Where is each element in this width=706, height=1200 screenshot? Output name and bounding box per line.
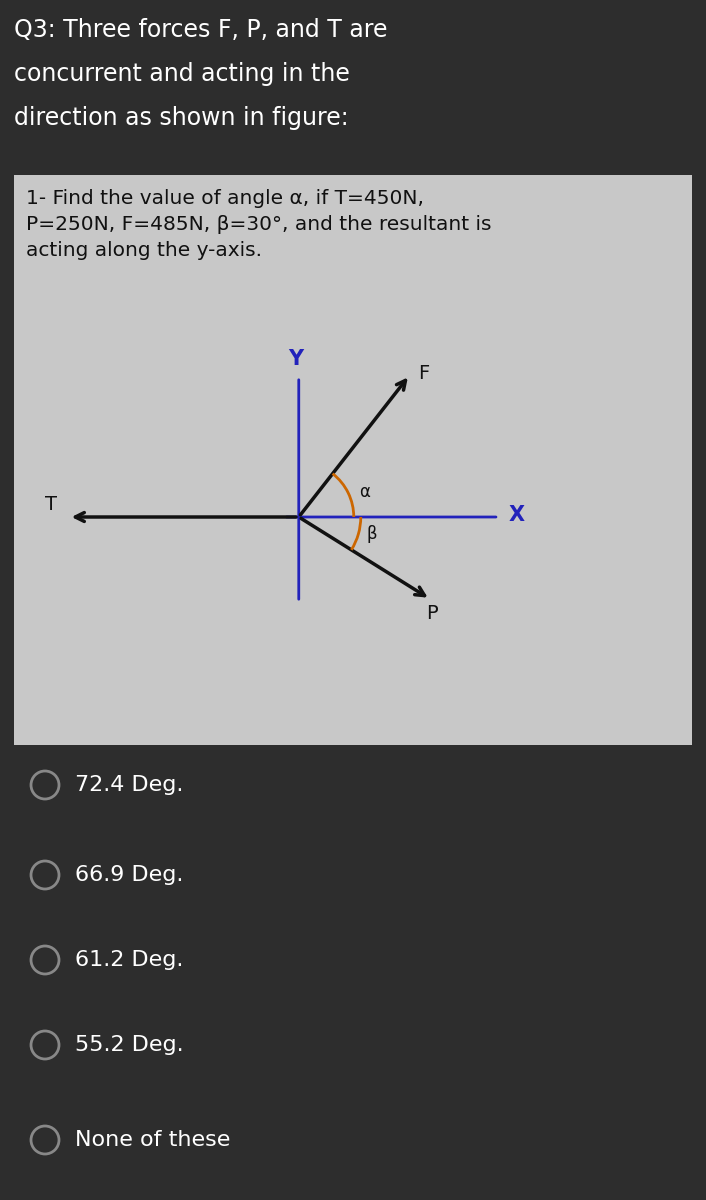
Text: 72.4 Deg.: 72.4 Deg. [75, 775, 184, 794]
Text: acting along the y-axis.: acting along the y-axis. [26, 241, 262, 260]
Text: X: X [509, 505, 525, 526]
Text: Q3: Three forces F, P, and T are: Q3: Three forces F, P, and T are [14, 18, 388, 42]
Text: Y: Y [288, 349, 304, 370]
Text: None of these: None of these [75, 1130, 230, 1150]
Text: T: T [44, 496, 56, 515]
Text: β: β [366, 524, 377, 542]
Text: P=250N, F=485N, β=30°, and the resultant is: P=250N, F=485N, β=30°, and the resultant… [26, 215, 491, 234]
Text: 1- Find the value of angle α, if T=450N,: 1- Find the value of angle α, if T=450N, [26, 188, 424, 208]
Text: α: α [359, 484, 370, 502]
Text: direction as shown in figure:: direction as shown in figure: [14, 106, 349, 130]
Text: P: P [426, 604, 438, 623]
Text: 66.9 Deg.: 66.9 Deg. [75, 865, 184, 886]
Text: 61.2 Deg.: 61.2 Deg. [75, 950, 184, 970]
Text: concurrent and acting in the: concurrent and acting in the [14, 62, 350, 86]
Text: 55.2 Deg.: 55.2 Deg. [75, 1034, 184, 1055]
Text: F: F [418, 364, 429, 383]
Bar [14, 175, 692, 745]
